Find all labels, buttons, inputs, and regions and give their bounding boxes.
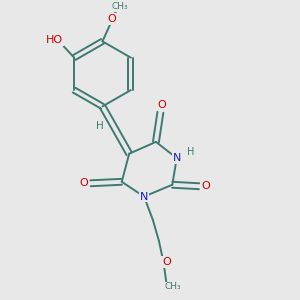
Text: O: O — [201, 181, 210, 191]
Text: O: O — [107, 14, 116, 24]
Text: CH₃: CH₃ — [165, 282, 181, 291]
Text: HO: HO — [46, 35, 63, 45]
Text: CH₃: CH₃ — [112, 2, 129, 11]
Text: H: H — [187, 147, 195, 157]
Text: O: O — [80, 178, 88, 188]
Text: H: H — [97, 121, 104, 130]
Text: O: O — [162, 256, 171, 267]
Text: O: O — [158, 100, 166, 110]
Text: N: N — [140, 192, 148, 202]
Text: N: N — [172, 153, 181, 163]
